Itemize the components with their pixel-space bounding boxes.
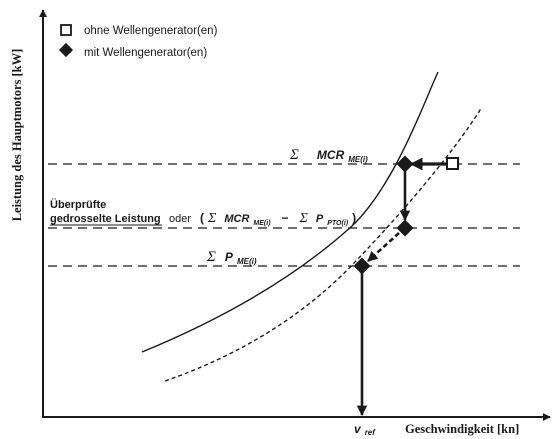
label-formula-sigma2: Σ (299, 211, 309, 226)
y-axis-title: Leistung des Hauptmotors [kW] (10, 49, 24, 222)
legend-label-with: mit Wellengenerator(en) (84, 47, 207, 59)
arrow-checked-to-pme (367, 232, 400, 262)
legend-open-square-icon (60, 24, 72, 36)
label-vref-main: v (354, 422, 362, 436)
point-open-square-mcr (446, 157, 459, 170)
label-sum-p-me-sub: ME(i) (237, 257, 257, 266)
x-axis-title: Geschwindigkeit [kn] (405, 422, 519, 436)
label-sum-mcr-main: MCR (317, 148, 345, 162)
label-vref-sub: ref (365, 428, 377, 437)
label-sum-mcr-sigma: Σ (289, 147, 299, 163)
label-formula-mcr-sub: ME(i) (253, 220, 271, 227)
label-close-paren: ) (352, 211, 356, 225)
label-sum-p-me: Σ P ME(i) (206, 248, 257, 266)
label-formula-sigma1: Σ (207, 211, 217, 226)
label-formula-mcr: MCR (224, 213, 249, 225)
label-open-paren: ( (200, 211, 204, 225)
legend-label-without: ohne Wellengenerator(en) (84, 25, 218, 37)
label-formula-p: P (316, 213, 324, 225)
label-oder: oder (169, 213, 191, 225)
point-diamond-mcr (396, 155, 414, 173)
label-checked-line1: Überprüfte (50, 198, 106, 211)
point-diamond-checked (396, 219, 414, 237)
legend-filled-diamond-icon (58, 42, 74, 58)
label-checked-line2: gedrosselte Leistung (50, 213, 161, 225)
label-checked-formula: oder ( Σ MCR ME(i) − Σ P PTO(i) ) (169, 209, 356, 229)
label-formula-p-sub: PTO(i) (327, 220, 349, 227)
point-diamond-p-me (353, 257, 371, 275)
label-sum-p-me-sigma: Σ (206, 249, 216, 265)
label-formula-minus: − (282, 211, 289, 225)
label-sum-mcr-sub: ME(i) (348, 155, 368, 164)
label-sum-mcr: Σ MCR ME(i) (289, 146, 368, 164)
curve-with-shaft-generator (141, 71, 439, 353)
label-sum-p-me-main: P (225, 250, 234, 264)
label-vref: v ref (354, 420, 376, 437)
curve-without-shaft-generator (164, 106, 483, 382)
